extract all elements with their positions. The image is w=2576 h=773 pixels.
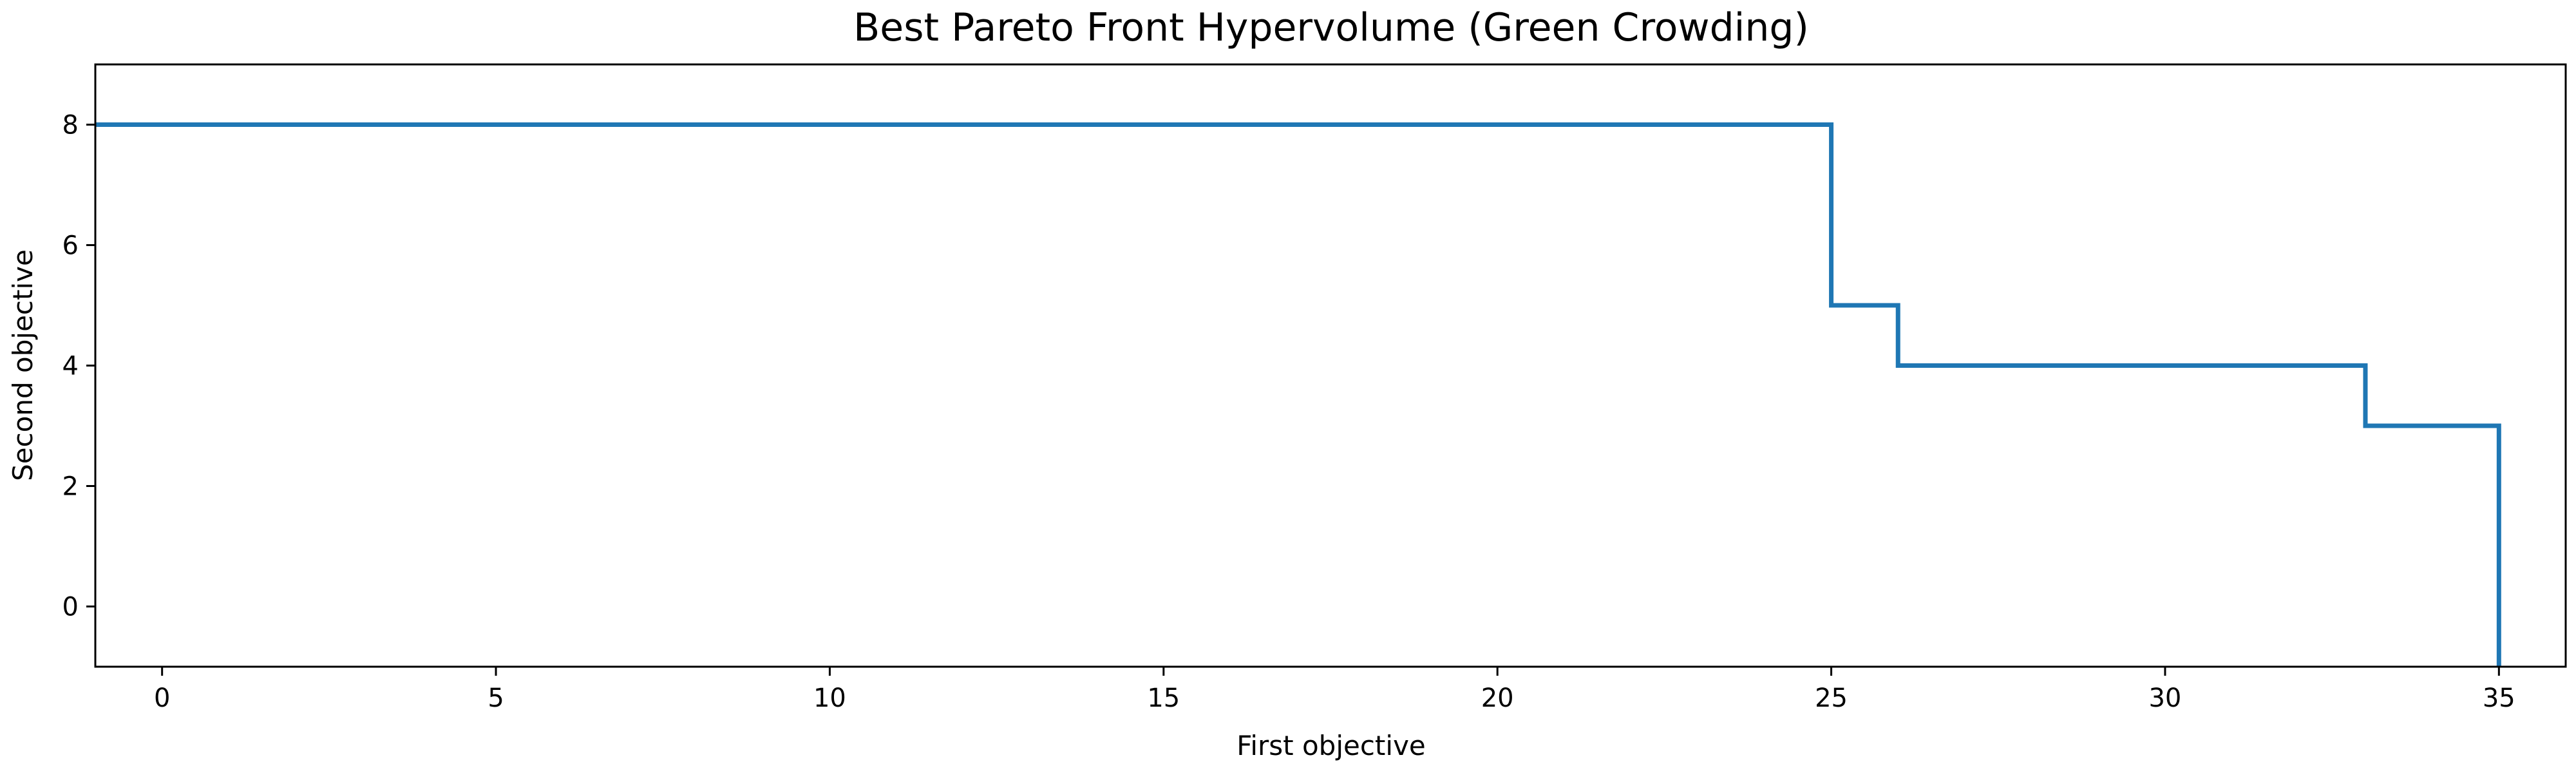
y-tick-label: 6 <box>62 231 79 261</box>
x-tick-label: 20 <box>1481 683 1514 713</box>
y-tick-label: 4 <box>62 352 79 381</box>
x-tick-label: 10 <box>813 683 846 713</box>
y-axis-ticks: 0 2 4 6 8 <box>62 111 95 622</box>
x-tick-label: 5 <box>488 683 504 713</box>
x-tick-label: 35 <box>2483 683 2515 713</box>
chart-title: Best Pareto Front Hypervolume (Green Cro… <box>853 5 1809 50</box>
x-axis-label: First objective <box>1236 730 1426 761</box>
pareto-front-step-line <box>95 122 2501 667</box>
y-tick-label: 2 <box>62 472 79 502</box>
y-axis-label: Second objective <box>7 249 39 481</box>
x-tick-label: 25 <box>1815 683 1848 713</box>
plot-frame <box>94 63 2567 668</box>
x-tick-label: 0 <box>154 683 170 713</box>
x-tick-label: 30 <box>2148 683 2181 713</box>
y-tick-label: 0 <box>62 593 79 622</box>
x-tick-label: 15 <box>1147 683 1180 713</box>
y-tick-label: 8 <box>62 111 79 140</box>
plot-area <box>95 122 2501 667</box>
x-axis-ticks: 0 5 10 15 20 25 30 35 <box>154 667 2515 713</box>
